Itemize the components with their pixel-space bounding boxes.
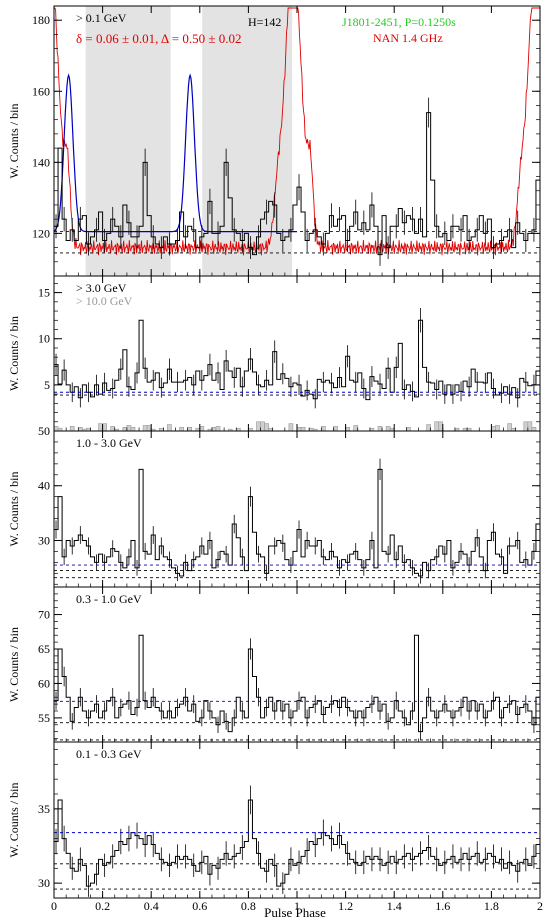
gray-bar <box>345 427 350 432</box>
gray-bar <box>434 421 440 432</box>
gray-bar <box>78 427 83 432</box>
panel-4: 55 60 65 70 W. Counts / bin 0.3 - 1.0 GeV <box>7 586 541 743</box>
gray-bar <box>296 427 302 432</box>
x-tick-label: 1.2 <box>338 899 353 913</box>
y-axis-label: W. Counts / bin <box>7 472 21 547</box>
panel-3: 30 40 50 W. Counts / bin 1.0 - 3.0 GeV <box>7 424 541 588</box>
gray-bar <box>385 426 391 432</box>
panel-2: 5 10 15 W. Counts / bin > 3.0 GeV> 10.0 GeV <box>7 275 541 432</box>
gray-bar <box>353 425 359 432</box>
energy-label: 1.0 - 3.0 GeV <box>76 436 142 450</box>
x-tick-label: 0.6 <box>192 899 207 913</box>
counts-histogram <box>54 319 540 401</box>
gray-bar <box>507 423 512 432</box>
y-tick-label: 30 <box>38 533 50 547</box>
gray-bar <box>98 423 103 432</box>
gray-bar <box>531 427 537 432</box>
panel-1: 120 140 160 180 W. Counts / bin > 0.1 GeV H=14… <box>7 5 541 277</box>
panel-frame <box>53 586 541 743</box>
gray-bar <box>264 423 269 432</box>
counts-histogram <box>54 634 540 733</box>
x-tick-label: 0 <box>51 899 57 913</box>
gray-bar <box>491 426 496 432</box>
x-tick-label: 0.4 <box>144 899 159 913</box>
y-tick-label: 30 <box>38 876 50 890</box>
gray-bar <box>167 424 172 432</box>
x-tick-label: 0.8 <box>241 899 256 913</box>
counts-histogram <box>54 468 540 577</box>
y-tick-label: 65 <box>38 642 50 656</box>
y-tick-label: 55 <box>38 711 50 725</box>
x-tick-label: 1 <box>294 899 300 913</box>
gray-bar <box>426 424 431 432</box>
y-tick-label: 15 <box>38 286 50 300</box>
x-axis-label: Pulse Phase <box>264 905 326 920</box>
y-axis-label: W. Counts / bin <box>7 316 21 391</box>
gray-bar <box>256 421 261 432</box>
energy-label: 0.3 - 1.0 GeV <box>76 592 142 606</box>
gray-bar <box>260 421 265 432</box>
gray-bar <box>187 427 192 432</box>
x-tick-label: 1.4 <box>387 899 402 913</box>
x-tick-label: 2 <box>537 899 543 913</box>
panel-frame <box>53 741 541 899</box>
y-tick-label: 140 <box>32 155 50 169</box>
y-axis-label: W. Counts / bin <box>7 104 21 179</box>
gray-bar <box>142 425 148 432</box>
gray-bar <box>146 425 152 432</box>
panel-5: 30 35 W. Counts / bin 0.1 - 0.3 GeV <box>7 741 541 899</box>
pulsar-label: J1801-2451, P=0.1250s <box>342 15 456 29</box>
gray-bar <box>126 425 132 432</box>
gray-bar <box>179 427 184 432</box>
gray-bar <box>110 426 116 432</box>
gray-bar <box>288 423 294 432</box>
gray-bar <box>211 427 217 432</box>
gray-bar <box>53 426 59 432</box>
y-axis-label: W. Counts / bin <box>7 627 21 702</box>
x-tick-label: 1.8 <box>484 899 499 913</box>
gray-bar <box>523 421 529 432</box>
off-pulse-region-1 <box>85 6 171 276</box>
gray-bar <box>320 426 326 432</box>
gray-bar <box>406 427 411 432</box>
gray-bar <box>69 426 75 432</box>
gray-bar <box>495 425 500 432</box>
gray-bar <box>130 427 136 432</box>
x-tick-label: 0.2 <box>95 899 110 913</box>
counts-histogram <box>54 112 540 256</box>
y-tick-label: 160 <box>32 84 50 98</box>
y-tick-label: 120 <box>32 226 50 240</box>
y-tick-label: 5 <box>44 378 50 392</box>
y-tick-label: 50 <box>38 424 50 438</box>
y-tick-label: 70 <box>38 608 50 622</box>
gray-bar <box>102 423 107 432</box>
gray-bar <box>438 421 444 432</box>
gray-bar <box>215 426 221 432</box>
fit-parameters-label: δ = 0.06 ± 0.01, Δ = 0.50 ± 0.02 <box>76 31 241 46</box>
gray-bar <box>300 427 306 432</box>
energy-label: 0.1 - 0.3 GeV <box>76 747 142 761</box>
gray-bar <box>122 427 128 432</box>
y-tick-label: 10 <box>38 332 50 346</box>
counts-histogram <box>54 799 540 887</box>
gray-bar <box>527 421 533 432</box>
y-tick-label: 60 <box>38 676 50 690</box>
y-tick-label: 40 <box>38 479 50 493</box>
radio-label: NAN 1.4 GHz <box>373 31 443 45</box>
energy-label-secondary: > 10.0 GeV <box>76 294 133 308</box>
y-axis-label: W. Counts / bin <box>7 783 21 858</box>
off-pulse-region-2 <box>202 6 293 276</box>
x-tick-label: 1.6 <box>435 899 450 913</box>
y-tick-label: 180 <box>32 13 50 27</box>
energy-label: > 3.0 GeV <box>76 281 127 295</box>
htest-label: H=142 <box>248 15 281 29</box>
gray-bar <box>333 426 338 432</box>
gray-bar <box>377 426 383 432</box>
y-tick-label: 35 <box>38 802 50 816</box>
energy-label: > 0.1 GeV <box>76 11 127 25</box>
gray-bar <box>199 426 205 432</box>
